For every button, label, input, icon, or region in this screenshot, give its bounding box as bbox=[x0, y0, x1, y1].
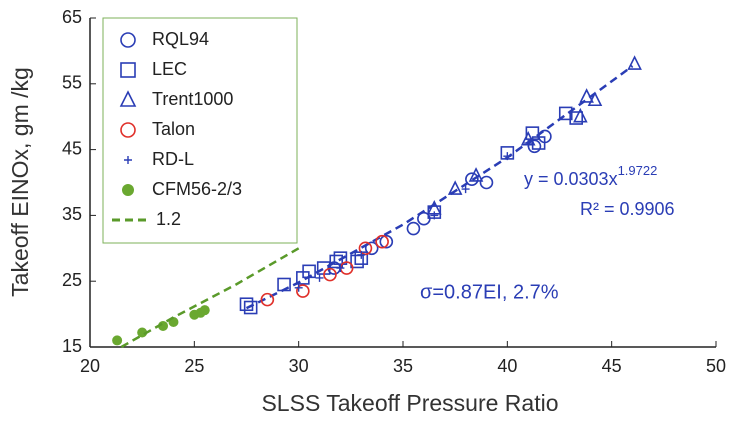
x-tick-label: 45 bbox=[602, 356, 622, 376]
legend-label: Talon bbox=[152, 119, 195, 139]
marker-circle bbox=[375, 234, 389, 249]
marker-square bbox=[329, 254, 344, 269]
legend-label: LEC bbox=[152, 59, 187, 79]
marker-triangle bbox=[627, 55, 642, 70]
marker-square bbox=[569, 111, 583, 125]
equation-exponent: 1.9722 bbox=[618, 163, 658, 178]
marker-circle bbox=[379, 234, 394, 249]
marker-circle bbox=[527, 139, 542, 154]
marker-plus bbox=[124, 156, 132, 164]
marker-square bbox=[558, 106, 573, 121]
r-squared: R² = 0.9906 bbox=[580, 199, 675, 219]
marker-square bbox=[120, 62, 136, 78]
x-axis-label: SLSS Takeoff Pressure Ratio bbox=[261, 390, 558, 416]
x-tick-label: 50 bbox=[706, 356, 726, 376]
marker-circle bbox=[465, 172, 479, 187]
marker-dot bbox=[122, 184, 134, 196]
legend-label: 1.2 bbox=[156, 209, 181, 229]
marker-square bbox=[243, 300, 258, 315]
marker-circle bbox=[406, 221, 421, 236]
marker-circle bbox=[296, 284, 310, 298]
marker-circle bbox=[260, 292, 275, 307]
marker-circle bbox=[364, 241, 379, 256]
marker-dot bbox=[199, 305, 210, 316]
legend-label: RD-L bbox=[152, 149, 194, 169]
marker-circle bbox=[120, 122, 136, 138]
marker-plus bbox=[315, 273, 324, 282]
legend-label: Trent1000 bbox=[152, 89, 233, 109]
y-axis-label: Takeoff EINOx, gm /kg bbox=[7, 67, 33, 297]
marker-square bbox=[302, 264, 316, 279]
marker-plus bbox=[430, 211, 439, 220]
marker-plus bbox=[357, 250, 366, 259]
legend-box bbox=[102, 17, 298, 244]
equation-base: y = 0.0303x bbox=[524, 169, 618, 189]
y-tick-label: 25 bbox=[62, 270, 82, 290]
marker-plus bbox=[336, 264, 345, 273]
marker-square bbox=[239, 297, 254, 312]
x-tick-label: 35 bbox=[393, 356, 413, 376]
y-tick-label: 15 bbox=[62, 336, 82, 356]
y-tick-label: 35 bbox=[62, 204, 82, 224]
x-tick-label: 20 bbox=[80, 356, 100, 376]
marker-plus bbox=[503, 152, 512, 161]
y-tick-label: 65 bbox=[62, 7, 82, 27]
fit-equation: y = 0.0303x1.9722 bbox=[524, 163, 657, 188]
marker-square bbox=[277, 277, 291, 292]
fit-line bbox=[120, 247, 300, 349]
marker-circle bbox=[323, 267, 337, 282]
marker-triangle bbox=[587, 91, 603, 107]
marker-triangle bbox=[468, 167, 484, 182]
fit-line bbox=[245, 65, 634, 310]
marker-circle bbox=[479, 175, 494, 190]
legend-label: CFM56-2/3 bbox=[152, 179, 242, 199]
x-tick-label: 30 bbox=[289, 356, 309, 376]
x-tick-label: 25 bbox=[184, 356, 204, 376]
marker-triangle bbox=[579, 88, 594, 103]
marker-square bbox=[350, 254, 364, 269]
x-tick-label: 40 bbox=[497, 356, 517, 376]
marker-circle bbox=[358, 241, 373, 256]
legend-label: RQL94 bbox=[152, 29, 209, 49]
marker-dot bbox=[112, 335, 123, 346]
marker-triangle bbox=[119, 90, 137, 107]
marker-plus bbox=[524, 139, 533, 148]
y-tick-label: 55 bbox=[62, 73, 82, 93]
marker-plus bbox=[294, 283, 303, 292]
marker-circle bbox=[120, 32, 136, 48]
marker-plus bbox=[461, 185, 470, 194]
marker-triangle bbox=[573, 107, 588, 123]
sigma-note: σ=0.87EI, 2.7% bbox=[420, 281, 559, 303]
y-tick-label: 45 bbox=[62, 138, 82, 158]
marker-triangle bbox=[447, 180, 463, 195]
